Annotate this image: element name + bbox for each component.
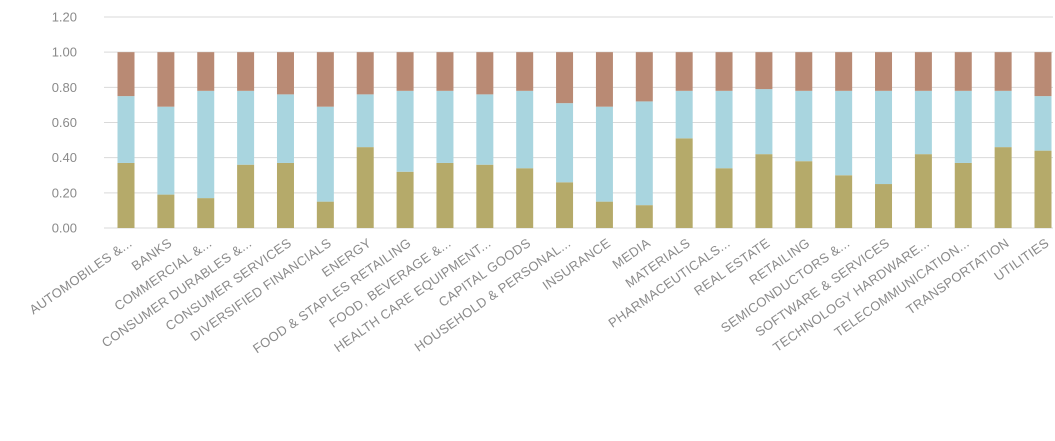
bar-segment-3 <box>356 52 374 95</box>
bar-segment-2 <box>1034 96 1052 151</box>
bar-segment-2 <box>835 90 853 176</box>
bar-segment-2 <box>237 90 255 165</box>
bar-segment-3 <box>516 52 534 91</box>
y-tick-label: 0.60 <box>52 115 77 130</box>
bar-segment-1 <box>396 171 414 228</box>
bar-segment-1 <box>1034 150 1052 228</box>
bar-segment-1 <box>635 205 653 228</box>
bar-segment-2 <box>276 94 294 163</box>
y-tick-label: 0.00 <box>52 221 77 236</box>
bar-segment-2 <box>157 106 175 195</box>
bar-segment-3 <box>994 52 1012 91</box>
bar-segment-3 <box>556 52 574 104</box>
bar-segment-3 <box>476 52 494 95</box>
bar-segment-3 <box>755 52 773 90</box>
bar-segment-1 <box>316 201 334 228</box>
bar-segment-1 <box>157 194 175 228</box>
bar-segment-3 <box>117 52 135 97</box>
bar-segment-2 <box>954 90 972 163</box>
bar-segment-1 <box>556 182 574 228</box>
bar-segment-2 <box>117 96 135 163</box>
bar-segment-3 <box>595 52 613 107</box>
bar-segment-1 <box>835 175 853 228</box>
bar-segment-1 <box>436 162 454 228</box>
bars <box>117 52 1052 228</box>
bar-segment-2 <box>715 90 733 169</box>
bar-segment-1 <box>356 147 374 228</box>
bar-segment-2 <box>556 103 574 183</box>
bar-segment-1 <box>954 162 972 228</box>
bar-segment-2 <box>875 90 893 185</box>
bar-segment-1 <box>516 168 534 228</box>
bar-segment-2 <box>476 94 494 165</box>
bar-segment-1 <box>795 161 813 228</box>
bar-segment-1 <box>117 162 135 228</box>
bar-segment-3 <box>396 52 414 91</box>
bar-segment-2 <box>795 90 813 162</box>
bar-segment-2 <box>755 89 773 155</box>
bar-segment-2 <box>356 94 374 148</box>
bar-segment-2 <box>396 90 414 172</box>
bar-segment-1 <box>994 147 1012 228</box>
bar-segment-1 <box>755 154 773 228</box>
bar-segment-3 <box>197 52 215 91</box>
bar-segment-2 <box>516 90 534 169</box>
bar-segment-1 <box>914 154 932 228</box>
bar-segment-3 <box>157 52 175 107</box>
y-tick-label: 1.20 <box>52 10 77 25</box>
bar-segment-1 <box>715 168 733 228</box>
y-tick-label: 0.40 <box>52 150 77 165</box>
y-tick-label: 1.00 <box>52 45 77 60</box>
bar-segment-2 <box>316 106 334 202</box>
bar-segment-1 <box>276 162 294 228</box>
bar-segment-3 <box>1034 52 1052 97</box>
bar-segment-1 <box>595 201 613 228</box>
bar-segment-3 <box>835 52 853 91</box>
bar-segment-2 <box>675 90 693 139</box>
bar-segment-3 <box>316 52 334 107</box>
y-axis-tick-labels: 0.00 0.20 0.40 0.60 0.80 1.00 1.20 <box>52 10 77 236</box>
bar-segment-3 <box>715 52 733 91</box>
bar-segment-3 <box>795 52 813 91</box>
bar-segment-1 <box>476 164 494 228</box>
bar-segment-2 <box>994 90 1012 148</box>
bar-segment-1 <box>675 138 693 228</box>
y-tick-label: 0.20 <box>52 185 77 200</box>
gridlines <box>104 16 1053 229</box>
bar-segment-1 <box>237 164 255 228</box>
bar-segment-3 <box>276 52 294 95</box>
bar-segment-1 <box>875 184 893 228</box>
bar-segment-2 <box>595 106 613 202</box>
bar-segment-3 <box>635 52 653 102</box>
bar-segment-1 <box>197 198 215 228</box>
bar-segment-3 <box>237 52 255 91</box>
bar-segment-3 <box>954 52 972 91</box>
bar-segment-2 <box>635 101 653 206</box>
bar-segment-2 <box>197 90 215 199</box>
bar-segment-3 <box>436 52 454 91</box>
y-tick-label: 0.80 <box>52 80 77 95</box>
bar-segment-3 <box>675 52 693 91</box>
bar-segment-2 <box>914 90 932 155</box>
bar-segment-3 <box>875 52 893 91</box>
bar-segment-2 <box>436 90 454 163</box>
bar-segment-3 <box>914 52 932 91</box>
